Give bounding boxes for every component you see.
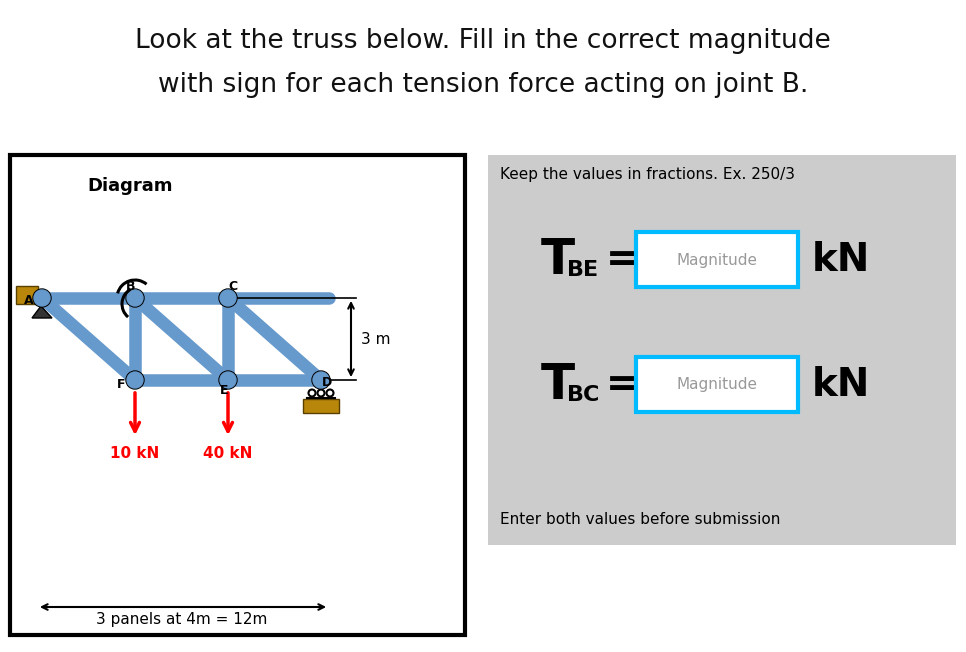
Text: Magnitude: Magnitude <box>676 378 757 393</box>
Circle shape <box>219 371 237 389</box>
Circle shape <box>127 372 143 388</box>
Bar <box>303 399 339 413</box>
Bar <box>636 232 798 287</box>
Text: 3 m: 3 m <box>361 331 390 346</box>
Text: Look at the truss below. Fill in the correct magnitude: Look at the truss below. Fill in the cor… <box>135 28 831 54</box>
Text: Diagram: Diagram <box>87 177 173 195</box>
Text: $\mathbf{BC}$: $\mathbf{BC}$ <box>566 385 600 405</box>
Text: =: = <box>606 366 639 404</box>
Text: A: A <box>24 295 34 308</box>
Circle shape <box>220 372 236 388</box>
Text: E: E <box>219 383 228 396</box>
Text: 40 kN: 40 kN <box>203 446 253 461</box>
Circle shape <box>313 372 329 388</box>
Bar <box>10 155 465 635</box>
Text: $\mathbf{T}$: $\mathbf{T}$ <box>540 236 576 284</box>
Circle shape <box>127 290 143 306</box>
Text: Enter both values before submission: Enter both values before submission <box>500 512 781 527</box>
Text: $\mathbf{T}$: $\mathbf{T}$ <box>540 361 576 409</box>
Text: C: C <box>228 280 238 293</box>
Text: kN: kN <box>812 366 870 404</box>
Text: B: B <box>127 280 136 293</box>
Text: $\mathbf{BE}$: $\mathbf{BE}$ <box>566 260 599 280</box>
Text: D: D <box>322 376 332 389</box>
Text: =: = <box>606 241 639 279</box>
Bar <box>636 357 798 412</box>
Text: kN: kN <box>812 241 870 279</box>
Circle shape <box>312 371 330 389</box>
Circle shape <box>126 371 144 389</box>
Text: with sign for each tension force acting on joint B.: with sign for each tension force acting … <box>157 72 809 98</box>
Text: Keep the values in fractions. Ex. 250/3: Keep the values in fractions. Ex. 250/3 <box>500 167 795 182</box>
Text: 10 kN: 10 kN <box>110 446 159 461</box>
Circle shape <box>126 289 144 307</box>
Text: F: F <box>117 379 126 391</box>
Circle shape <box>34 290 50 306</box>
Polygon shape <box>32 306 52 318</box>
Circle shape <box>219 289 237 307</box>
Text: Magnitude: Magnitude <box>676 252 757 267</box>
Circle shape <box>33 289 51 307</box>
Text: 3 panels at 4m = 12m: 3 panels at 4m = 12m <box>96 612 268 627</box>
Bar <box>16 286 38 304</box>
Bar <box>488 155 956 545</box>
Circle shape <box>220 290 236 306</box>
